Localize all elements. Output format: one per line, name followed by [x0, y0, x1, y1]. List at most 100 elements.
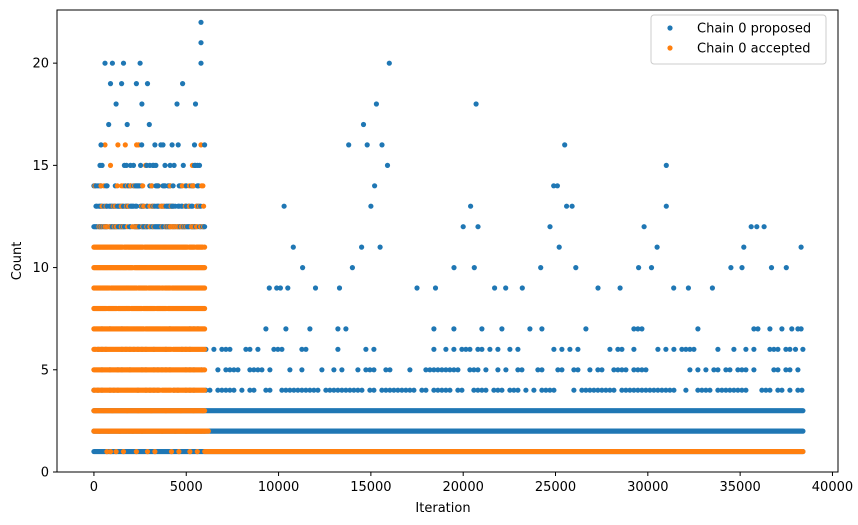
data-point: [343, 387, 349, 393]
data-point: [459, 387, 465, 393]
y-tick-label: 5: [41, 363, 49, 378]
data-point: [176, 449, 182, 455]
data-point: [194, 449, 200, 455]
data-point: [243, 346, 249, 352]
data-point: [133, 81, 139, 87]
data-point: [162, 162, 168, 168]
data-point: [603, 387, 609, 393]
data-point: [435, 387, 441, 393]
data-point: [283, 387, 289, 393]
data-point: [771, 346, 777, 352]
series-accepted: [93, 142, 806, 455]
data-point: [363, 346, 369, 352]
data-point: [731, 387, 737, 393]
data-point: [447, 387, 453, 393]
data-point: [107, 162, 114, 168]
data-point: [551, 387, 557, 393]
data-point: [335, 326, 341, 332]
data-point: [263, 326, 269, 332]
data-point: [227, 387, 233, 393]
x-axis-title: Iteration: [415, 501, 470, 516]
data-point: [149, 183, 155, 189]
data-point: [443, 346, 449, 352]
data-point: [538, 265, 544, 271]
data-point: [779, 326, 785, 332]
data-point: [399, 387, 405, 393]
data-point: [619, 346, 625, 352]
x-tick-label: 10000: [258, 480, 299, 495]
legend-marker-proposed: [667, 25, 673, 31]
data-point: [483, 367, 489, 373]
data-point: [196, 162, 203, 168]
data-point: [571, 387, 577, 393]
data-point: [247, 346, 253, 352]
data-point: [711, 367, 717, 373]
data-point: [515, 367, 521, 373]
data-point: [335, 346, 341, 352]
data-point: [547, 387, 553, 393]
data-point: [743, 367, 749, 373]
data-point: [202, 285, 208, 291]
axes: [56, 9, 839, 473]
data-point: [435, 367, 441, 373]
data-point: [591, 387, 597, 393]
data-point: [475, 346, 481, 352]
y-axis-ticks: 0 5 10 15 20: [32, 57, 57, 481]
data-point: [595, 285, 601, 291]
data-point: [687, 367, 693, 373]
data-point: [523, 387, 529, 393]
data-point: [170, 183, 176, 189]
data-point: [539, 367, 545, 373]
data-point: [792, 346, 799, 352]
data-point: [191, 142, 198, 148]
data-point: [751, 367, 757, 373]
data-point: [307, 326, 313, 332]
data-point: [175, 142, 181, 148]
data-point: [583, 387, 589, 393]
plot-frame: [56, 9, 839, 473]
data-point: [139, 101, 145, 107]
legend-label-proposed: Chain 0 proposed: [697, 22, 811, 37]
data-point: [263, 387, 269, 393]
data-point: [123, 162, 129, 168]
data-point: [761, 224, 767, 230]
data-point: [180, 81, 186, 87]
data-point: [255, 367, 261, 373]
data-point: [386, 60, 392, 66]
data-point: [663, 162, 669, 168]
data-point: [202, 428, 208, 434]
y-tick-label: 0: [41, 466, 49, 481]
data-point: [479, 387, 485, 393]
data-point: [531, 387, 537, 393]
data-point: [223, 387, 229, 393]
data-point: [343, 326, 349, 332]
x-tick-label: 5000: [170, 480, 203, 495]
data-point: [367, 367, 373, 373]
data-point: [595, 387, 601, 393]
data-point: [267, 367, 273, 373]
data-point: [451, 367, 457, 373]
data-point: [719, 387, 725, 393]
data-point: [134, 203, 140, 209]
data-point: [627, 387, 633, 393]
data-point: [247, 367, 253, 373]
data-point: [559, 346, 565, 352]
data-point: [235, 367, 241, 373]
data-point: [451, 265, 457, 271]
data-point: [247, 387, 253, 393]
data-point: [475, 224, 481, 230]
data-point: [251, 367, 257, 373]
data-point: [271, 346, 277, 352]
data-point: [798, 244, 804, 250]
data-point: [755, 326, 761, 332]
data-point: [511, 387, 517, 393]
data-point: [120, 60, 127, 66]
data-point: [335, 387, 341, 393]
data-point: [189, 203, 195, 209]
data-point: [384, 162, 391, 168]
data-point: [471, 387, 477, 393]
data-point: [323, 387, 329, 393]
data-point: [201, 203, 207, 209]
data-point: [715, 346, 721, 352]
